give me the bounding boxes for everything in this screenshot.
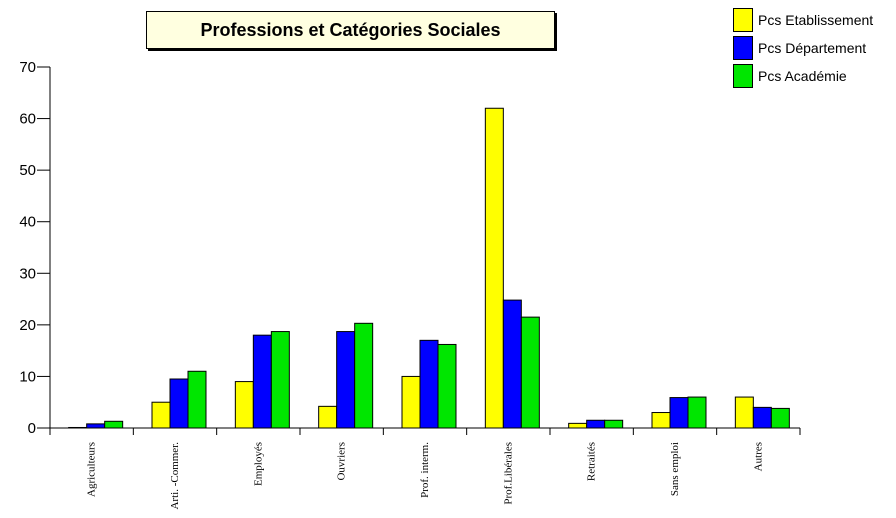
bar (752, 406, 772, 429)
bar (270, 331, 290, 429)
y-tick-label: 10 (19, 368, 36, 385)
bar (568, 422, 588, 429)
bar (151, 401, 171, 429)
bar (604, 419, 624, 429)
bar (354, 322, 374, 429)
bar (770, 407, 790, 429)
bar (484, 107, 504, 429)
legend-label-academie: Pcs Académie (758, 68, 847, 84)
x-tick-label: Sans emploi (669, 442, 681, 496)
bar (68, 426, 88, 429)
x-tick-label: Ouvriers (336, 442, 348, 481)
legend-swatch-etablissement (733, 8, 753, 32)
x-tick-label: Retraités (586, 442, 598, 481)
bar (187, 370, 207, 429)
bar (401, 375, 421, 429)
x-tick-label: Prof.Libérales (502, 442, 514, 505)
x-tick-label: Employés (252, 442, 264, 486)
legend-label-etablissement: Pcs Etablissement (758, 12, 874, 28)
bar (669, 397, 689, 429)
bar (318, 405, 338, 429)
bar (437, 343, 457, 429)
bar (520, 316, 540, 429)
bar (419, 339, 439, 429)
x-tick-label: Arti. -Commer. (169, 442, 181, 510)
legend-swatch-departement (733, 36, 753, 60)
legend-label-departement: Pcs Département (758, 40, 867, 56)
chart-title: Professions et Catégories Sociales (146, 11, 555, 49)
legend-item-academie: Pcs Académie (733, 64, 873, 88)
y-tick-label: 40 (19, 214, 36, 231)
bar (169, 378, 189, 429)
chart-legend: Pcs Etablissement Pcs Département Pcs Ac… (733, 8, 873, 92)
y-tick-label: 50 (19, 162, 36, 179)
y-tick-label: 60 (19, 111, 36, 128)
x-tick-label: Prof. interm. (419, 442, 431, 498)
bar (502, 299, 522, 429)
bar (104, 420, 124, 429)
bar (252, 334, 272, 429)
bar (586, 419, 606, 429)
bar (651, 412, 671, 429)
bar (336, 331, 356, 429)
x-tick-label: Agriculteurs (86, 442, 98, 497)
bar (734, 396, 754, 429)
x-tick-label: Autres (752, 442, 764, 471)
legend-item-departement: Pcs Département (733, 36, 873, 60)
legend-item-etablissement: Pcs Etablissement (733, 8, 873, 32)
bar (86, 423, 106, 429)
y-tick-label: 30 (19, 265, 36, 282)
y-tick-label: 20 (19, 317, 36, 334)
y-tick-label: 70 (19, 59, 36, 76)
legend-swatch-academie (733, 64, 753, 88)
y-tick-label: 0 (28, 420, 36, 437)
bar (687, 396, 707, 429)
bar (234, 381, 254, 429)
